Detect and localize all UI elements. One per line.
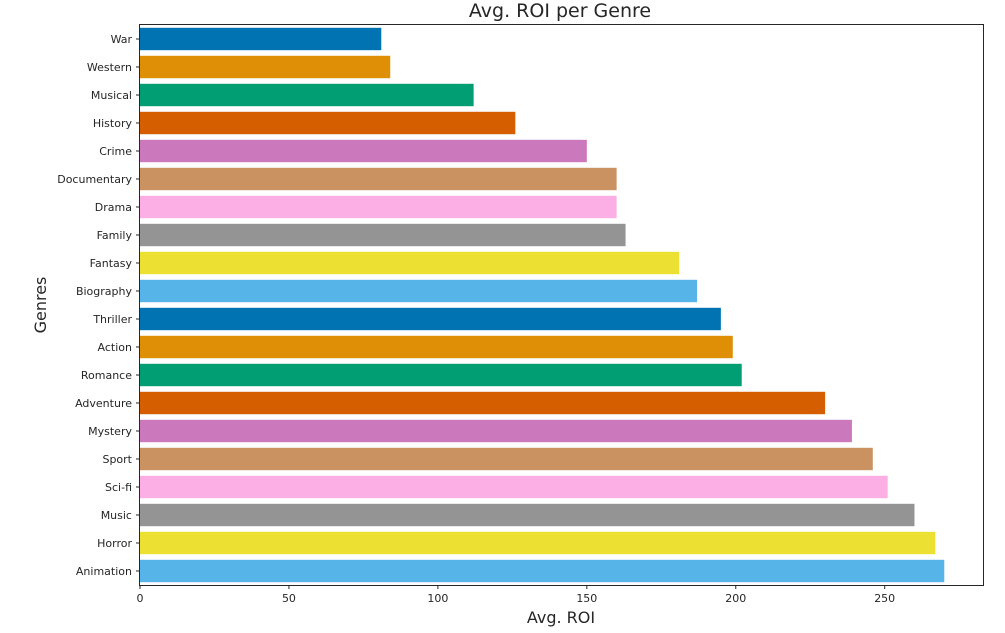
x-tick-label-50: 50 — [282, 592, 296, 605]
y-tick-label-biography: Biography — [76, 285, 133, 298]
y-tick-label-western: Western — [87, 61, 132, 74]
y-tick-label-animation: Animation — [76, 565, 132, 578]
y-tick-label-horror: Horror — [97, 537, 132, 550]
bar-music — [140, 503, 915, 527]
bar-horror — [140, 531, 936, 555]
y-tick-labels: War Western Musical History Crime Documentary… — [57, 33, 140, 578]
bar-family — [140, 223, 626, 247]
bar-western — [140, 55, 391, 79]
y-tick-label-fantasy: Fantasy — [90, 257, 133, 270]
x-axis-title: Avg. ROI — [527, 608, 595, 627]
y-axis-title: Genres — [31, 277, 50, 334]
bar-history — [140, 111, 516, 135]
bar-sport — [140, 447, 873, 471]
bar-documentary — [140, 167, 617, 191]
y-tick-label-romance: Romance — [81, 369, 132, 382]
bar-biography — [140, 279, 698, 303]
bar-drama — [140, 195, 617, 219]
plot-frame — [139, 24, 984, 586]
y-tick-label-crime: Crime — [99, 145, 132, 158]
x-tick-label-250: 250 — [874, 592, 895, 605]
bar-fantasy — [140, 251, 680, 275]
bar-adventure — [140, 391, 826, 415]
bar-war — [140, 27, 382, 51]
x-tick-label-150: 150 — [576, 592, 597, 605]
x-tick-labels: 0 50 100 150 200 250 — [137, 585, 895, 605]
bars-layer — [140, 27, 945, 583]
y-tick-label-drama: Drama — [95, 201, 132, 214]
x-tick-label-100: 100 — [427, 592, 448, 605]
y-tick-label-family: Family — [97, 229, 133, 242]
y-tick-label-music: Music — [101, 509, 132, 522]
bar-action — [140, 335, 733, 359]
y-tick-label-sci-fi: Sci-fi — [105, 481, 132, 494]
bar-animation — [140, 559, 945, 583]
chart-title: Avg. ROI per Genre — [469, 0, 651, 22]
y-tick-label-history: History — [93, 117, 133, 130]
y-tick-label-musical: Musical — [91, 89, 132, 102]
y-tick-label-war: War — [111, 33, 133, 46]
bar-crime — [140, 139, 587, 163]
x-tick-label-200: 200 — [725, 592, 746, 605]
x-tick-label-0: 0 — [137, 592, 144, 605]
bar-mystery — [140, 419, 852, 443]
y-tick-label-documentary: Documentary — [57, 173, 132, 186]
y-tick-label-thriller: Thriller — [92, 313, 132, 326]
bar-thriller — [140, 307, 721, 331]
bar-sci-fi — [140, 475, 888, 499]
bar-musical — [140, 83, 474, 107]
y-tick-label-mystery: Mystery — [88, 425, 132, 438]
y-tick-label-sport: Sport — [102, 453, 132, 466]
y-tick-label-action: Action — [98, 341, 132, 354]
y-tick-label-adventure: Adventure — [75, 397, 132, 410]
bar-romance — [140, 363, 742, 387]
